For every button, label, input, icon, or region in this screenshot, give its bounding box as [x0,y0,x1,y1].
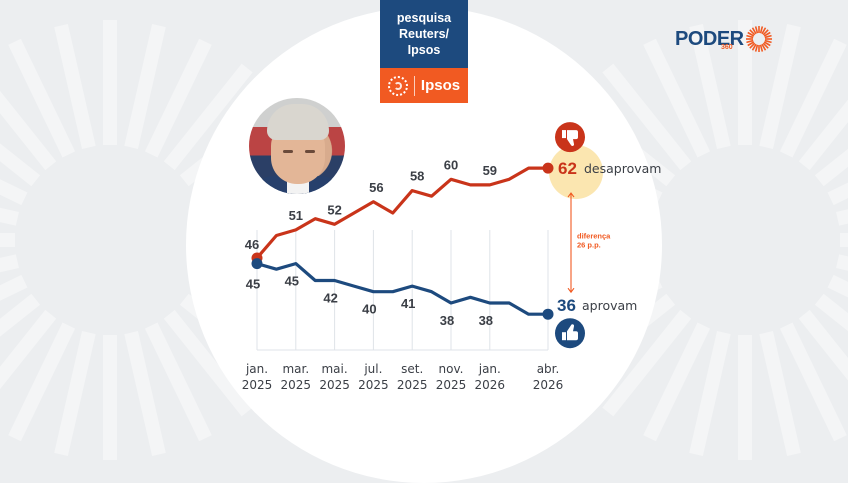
difference-label: diferença [577,232,611,241]
x-tick-month: mai. [321,362,347,376]
x-tick-month: mar. [282,362,309,376]
thumbs-down-icon [555,122,585,152]
disapprove-data-label: 46 [245,237,259,252]
x-tick-year: 2025 [397,378,428,392]
approve-data-label: 45 [246,277,260,292]
disapprove-data-label: 56 [369,180,383,195]
x-tick-month: jul. [363,362,382,376]
thumbs-down-cuff [562,130,566,138]
disapprove-data-label: 58 [410,169,424,184]
disapprove-data-label: 51 [289,208,303,223]
x-tick-month: set. [401,362,423,376]
approve-data-label: 38 [440,313,454,328]
approve-data-label: 38 [479,313,493,328]
x-tick-year: 2026 [533,378,564,392]
difference-value: 26 p.p. [577,241,601,250]
x-tick-year: 2025 [281,378,312,392]
approve-end-value: 36 [557,296,576,315]
x-tick-year: 2025 [319,378,350,392]
approve-data-label: 40 [362,302,376,317]
disapprove-data-label: 52 [327,202,341,217]
x-tick-month: abr. [537,362,560,376]
x-axis-labels: jan. 2025 mar. 2025 mai. 2025 jul. 2025 set. 2025… [242,362,564,392]
disapprove-end-label: desaprovam [584,161,661,176]
disapprove-data-label: 59 [483,163,497,178]
x-tick-month: nov. [439,362,464,376]
disapprove-point [543,163,554,174]
difference-arrow-icon [568,193,574,292]
approve-data-label: 42 [323,290,337,305]
x-tick-year: 2025 [436,378,467,392]
thumbs-up-cuff [562,332,566,340]
disapprove-data-label: 60 [444,157,458,172]
disapprove-end-value: 62 [558,159,577,178]
x-tick-month: jan. [478,362,501,376]
approve-point [252,258,263,269]
x-tick-month: jan. [245,362,268,376]
approve-data-label: 41 [401,296,415,311]
x-tick-year: 2025 [242,378,273,392]
approve-end-label: aprovam [582,298,637,313]
x-tick-year: 2026 [475,378,506,392]
approve-point [543,309,554,320]
thumbs-up-icon [555,318,585,348]
x-tick-year: 2025 [358,378,389,392]
approve-data-label: 45 [285,274,299,289]
